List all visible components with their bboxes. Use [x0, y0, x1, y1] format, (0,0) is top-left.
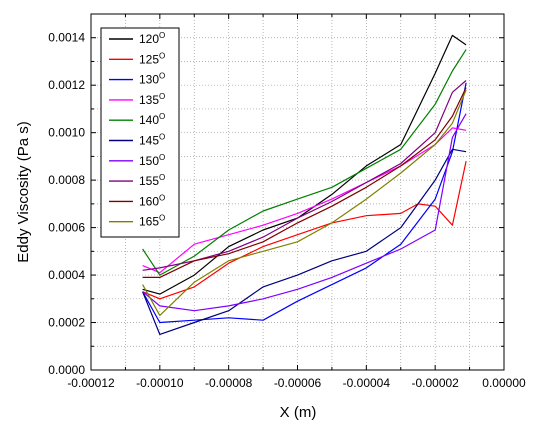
series-line-130	[142, 82, 467, 324]
legend-label-superscript: O	[159, 72, 165, 81]
legend-label-135: 135O	[139, 92, 165, 107]
legend-label-superscript: O	[159, 153, 165, 162]
series-line-160	[142, 87, 467, 278]
legend-label-superscript: O	[159, 133, 165, 142]
x-tick-label: -0.00010	[136, 376, 184, 390]
legend-label-superscript: O	[159, 214, 165, 223]
legend-box	[100, 27, 180, 238]
y-tick-label: 0.0014	[48, 31, 85, 45]
y-tick-label: 0.0000	[48, 363, 85, 377]
y-axis-title: Eddy Viscosity (Pa s)	[15, 121, 32, 262]
legend-label-145: 145O	[139, 133, 165, 148]
legend-label-superscript: O	[159, 51, 165, 60]
legend-label-150: 150O	[139, 153, 165, 168]
legend-label-superscript: O	[159, 173, 165, 182]
x-tick-label: -0.00008	[205, 376, 253, 390]
series-line-145	[142, 148, 467, 335]
y-tick-label: 0.0006	[48, 221, 85, 235]
y-tick-label: 0.0010	[48, 126, 85, 140]
legend-label-superscript: O	[159, 31, 165, 40]
legend-label-160: 160O	[139, 193, 165, 208]
legend-label-superscript: O	[159, 193, 165, 202]
legend-label-superscript: O	[159, 112, 165, 121]
series-line-165	[142, 89, 467, 316]
series-lines	[142, 34, 467, 335]
x-axis-title: X (m)	[280, 404, 317, 421]
legend-label-120: 120O	[139, 31, 165, 46]
y-tick-labels: 0.0000 0.0002 0.0004 0.0006 0.0008 0.0010 0.00…	[48, 31, 85, 377]
x-tick-label: -0.00004	[343, 376, 391, 390]
legend-label-155: 155O	[139, 173, 165, 188]
x-tick-labels: -0.00012 -0.00010 -0.00008 -0.00006 -0.00004…	[67, 376, 526, 390]
series-line-155	[142, 80, 467, 271]
legend-label-superscript: O	[159, 92, 165, 101]
series-line-135	[142, 127, 467, 274]
y-tick-label: 0.0002	[48, 316, 85, 330]
series-line-140	[142, 49, 467, 276]
series-line-120	[142, 34, 467, 295]
x-tick-label: 0.00000	[482, 376, 526, 390]
y-tick-label: 0.0012	[48, 78, 85, 92]
legend-label-165: 165O	[139, 214, 165, 229]
axis-ticks	[90, 13, 505, 371]
legend-label-125: 125O	[139, 51, 165, 66]
legend: 120O 125O 130O 135O 140O 145O 150O 155O 160O 165O	[100, 27, 180, 238]
series-line-125	[142, 160, 467, 300]
x-tick-label: -0.00006	[274, 376, 322, 390]
x-tick-label: -0.00002	[411, 376, 459, 390]
x-tick-label: -0.00012	[67, 376, 115, 390]
legend-label-140: 140O	[139, 112, 165, 127]
legend-label-130: 130O	[139, 72, 165, 87]
series-line-150	[142, 113, 467, 312]
y-tick-label: 0.0008	[48, 173, 85, 187]
y-tick-label: 0.0004	[48, 268, 85, 282]
